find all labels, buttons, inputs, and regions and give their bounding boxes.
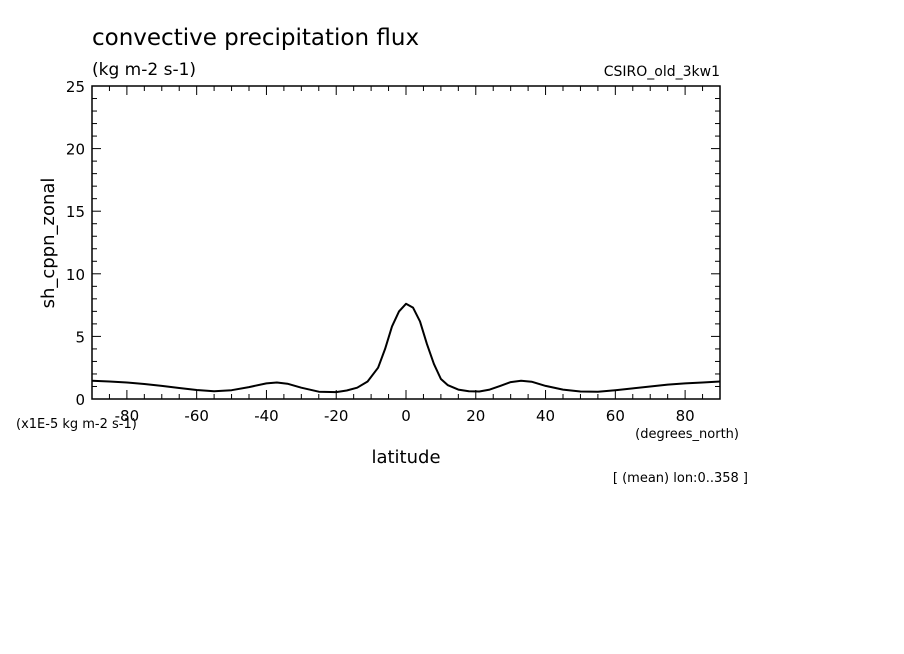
y-tick-label: 15 [66, 203, 85, 221]
x-tick-label: 60 [606, 407, 625, 425]
x-tick-label: 0 [401, 407, 411, 425]
plot-frame [91, 85, 721, 400]
y-units-label: (x1E-5 kg m-2 s-1) [16, 417, 137, 432]
x-units-label: (degrees_north) [635, 427, 739, 442]
x-tick-label: 40 [536, 407, 555, 425]
y-tick-label: 0 [75, 391, 85, 409]
chart-title: convective precipitation flux [92, 25, 419, 51]
y-tick-label: 10 [66, 266, 85, 284]
y-axis-label: sh_cppn_zonal [38, 178, 59, 309]
series-line [91, 302, 721, 394]
x-tick-label: 80 [676, 407, 695, 425]
x-tick-labels: -80 -60 -40 -20 0 20 40 60 80 [115, 407, 695, 425]
x-tick-label: -80 [115, 407, 140, 425]
y-tick-label: 20 [66, 141, 85, 159]
footnote: [ (mean) lon:0..358 ] [613, 471, 748, 486]
tick-marks [91, 85, 721, 400]
x-tick-label: 20 [466, 407, 485, 425]
y-tick-label: 25 [66, 78, 85, 96]
x-tick-label: -20 [324, 407, 349, 425]
model-label: CSIRO_old_3kw1 [604, 64, 720, 80]
x-axis-label: latitude [371, 447, 440, 468]
x-tick-label: -60 [184, 407, 209, 425]
chart-subtitle: (kg m-2 s-1) [92, 60, 196, 80]
y-tick-labels: 0 5 10 15 20 25 [66, 78, 85, 409]
y-tick-label: 5 [75, 328, 85, 346]
x-tick-label: -40 [254, 407, 279, 425]
